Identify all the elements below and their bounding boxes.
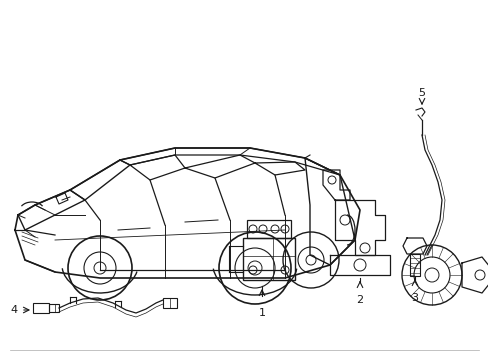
Text: 2: 2	[356, 295, 363, 305]
Text: 5: 5	[418, 88, 425, 98]
Bar	[163, 298, 177, 308]
Bar	[243, 238, 294, 280]
Text: 4: 4	[11, 305, 18, 315]
Text: 3: 3	[411, 293, 418, 303]
Bar	[246, 220, 290, 238]
Text: 1: 1	[258, 308, 265, 318]
Bar	[409, 254, 419, 276]
Bar	[33, 303, 49, 313]
Bar	[49, 304, 59, 312]
